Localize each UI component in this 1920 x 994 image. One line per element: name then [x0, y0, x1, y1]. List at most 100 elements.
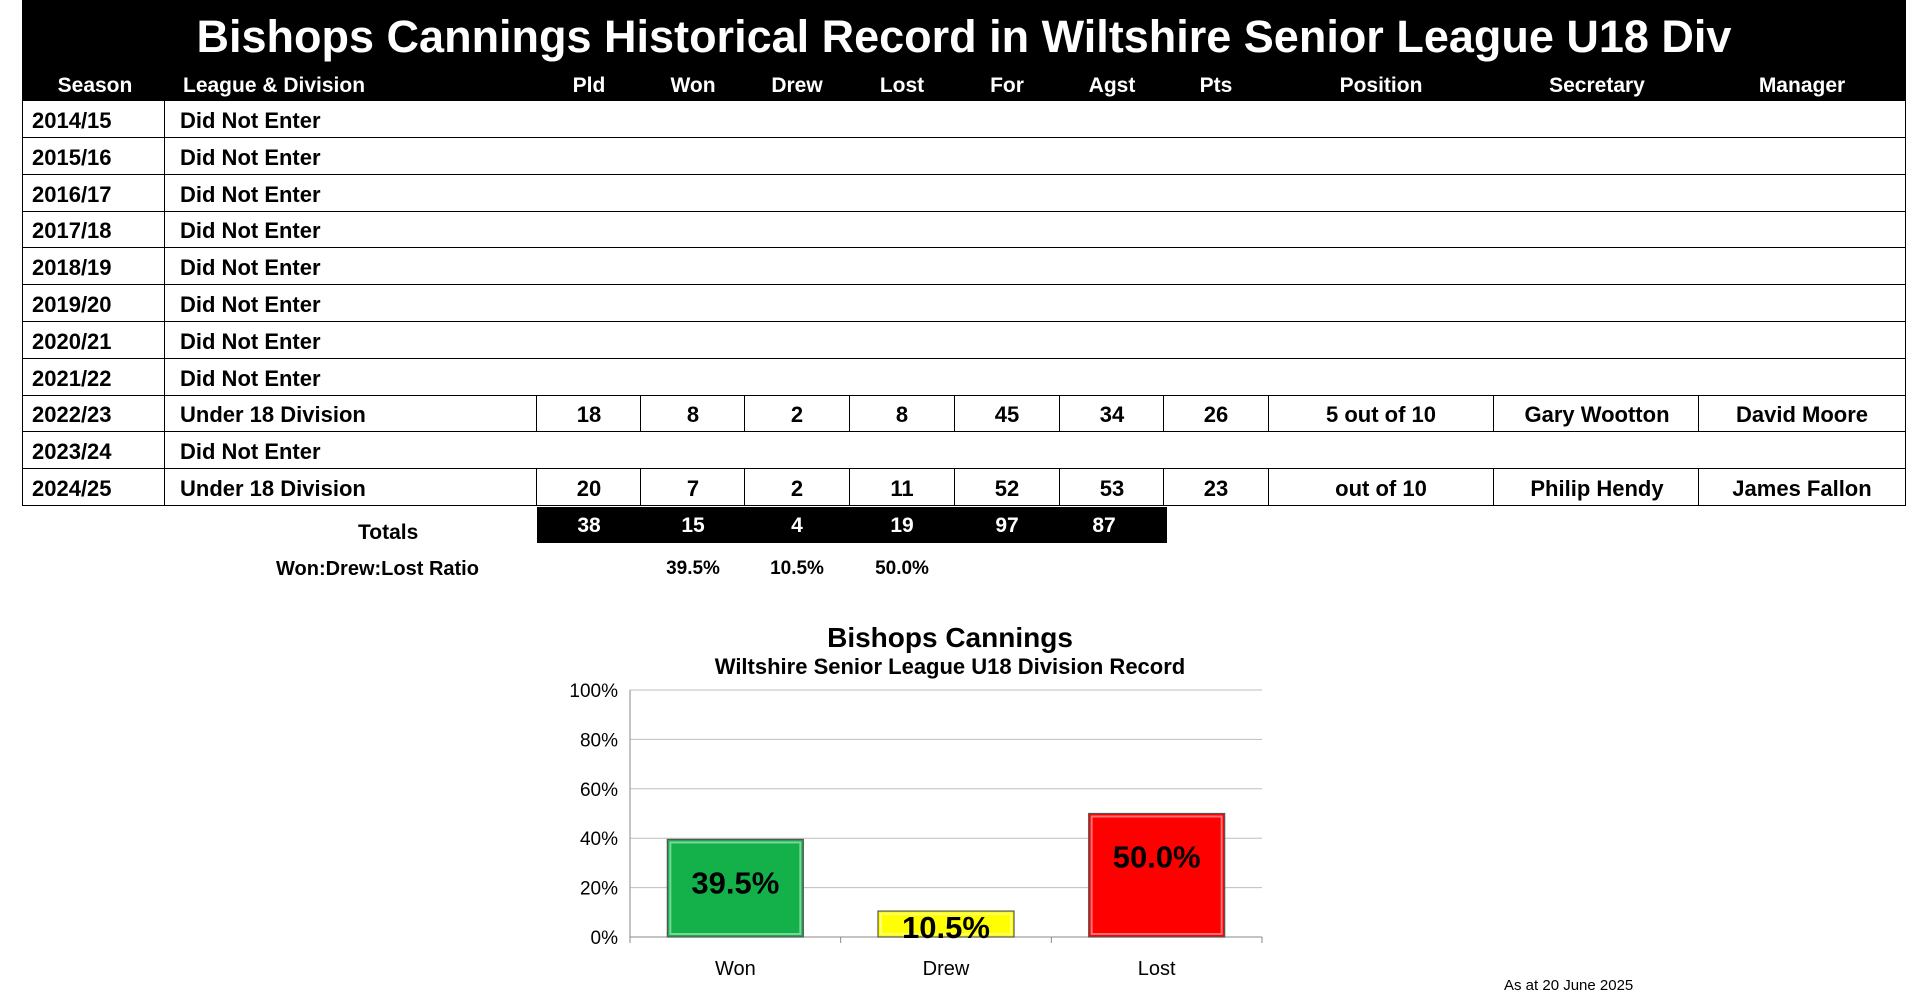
x-tick-label: Drew	[923, 958, 970, 980]
header-manager: Manager	[1758, 74, 1846, 97]
cell-divider	[1905, 432, 1906, 470]
cell-divider	[164, 248, 165, 286]
cell-divider	[1905, 321, 1906, 359]
cell-divider	[164, 174, 165, 212]
cell-divider	[22, 211, 23, 249]
cell-drew: 2	[790, 402, 804, 428]
ratio-won: 39.5%	[666, 558, 720, 579]
cell-agst: 34	[1099, 402, 1125, 428]
y-tick-label: 80%	[580, 730, 618, 751]
cell-season: 2021/22	[32, 365, 112, 391]
cell-divider	[22, 137, 23, 175]
cell-divider	[954, 469, 955, 506]
bar-bevel	[880, 913, 1012, 936]
cell-season: 2016/17	[32, 181, 112, 207]
cell-league: Under 18 Division	[180, 476, 366, 501]
cell-divider	[1059, 395, 1060, 433]
cell-divider	[22, 469, 23, 506]
header-season: Season	[57, 74, 133, 97]
header-drew: Drew	[771, 74, 823, 97]
cell-season: 2020/21	[32, 328, 112, 354]
cell-league: Did Not Enter	[180, 439, 321, 465]
cell-divider	[22, 395, 23, 433]
totals-for: 97	[995, 514, 1019, 537]
cell-league: Did Not Enter	[180, 144, 321, 170]
header-pts: Pts	[1199, 74, 1233, 97]
cell-divider	[1905, 101, 1906, 138]
cell-divider	[954, 395, 955, 433]
cell-divider	[640, 395, 641, 433]
totals-label: Totals	[358, 521, 419, 544]
cell-lost: 11	[890, 476, 914, 501]
y-tick-label: 0%	[591, 928, 619, 949]
bar-lost	[1088, 812, 1226, 938]
chart-title: Bishops Cannings	[827, 622, 1073, 653]
cell-position: out of 10	[1335, 476, 1427, 501]
table-row: 2015/16 Did Not Enter	[22, 137, 1906, 175]
header-position: Position	[1339, 74, 1423, 97]
cell-divider	[1905, 248, 1906, 286]
header-band: Bishops Cannings Historical Record in Wi…	[22, 0, 1906, 101]
ratio-drew: 10.5%	[770, 558, 824, 579]
cell-divider	[22, 432, 23, 470]
cell-pld: 20	[576, 476, 602, 501]
cell-season: 2024/25	[32, 476, 112, 501]
cell-won: 8	[686, 402, 700, 428]
chart-subtitle: Wiltshire Senior League U18 Division Rec…	[714, 654, 1186, 679]
ratio-label: Won:Drew:Lost Ratio	[276, 558, 479, 580]
totals-drew: 4	[791, 514, 803, 537]
cell-divider	[164, 321, 165, 359]
cell-divider	[22, 285, 23, 322]
data-label: 10.5%	[902, 910, 990, 945]
cell-divider	[1698, 395, 1699, 433]
cell-divider	[1698, 469, 1699, 506]
cell-divider	[164, 211, 165, 249]
bar-drew	[877, 910, 1015, 938]
cell-divider	[1905, 174, 1906, 212]
cell-secretary: Gary Wootton	[1524, 402, 1670, 428]
cell-divider	[164, 432, 165, 470]
cell-divider	[164, 395, 165, 433]
y-tick-label: 20%	[580, 879, 618, 900]
record-table: 2014/15 Did Not Enter 2015/16 Did Not Enter…	[22, 101, 1906, 506]
totals-agst: 87	[1092, 514, 1116, 537]
data-label: 50.0%	[1113, 840, 1201, 875]
bar-won	[666, 838, 804, 938]
totals-band	[537, 507, 1167, 543]
cell-for: 45	[994, 402, 1020, 428]
cell-league: Did Not Enter	[180, 255, 321, 281]
cell-divider	[1905, 395, 1906, 433]
page-title: Bishops Cannings Historical Record in Wi…	[196, 11, 1732, 62]
cell-league: Did Not Enter	[180, 181, 321, 207]
header-agst: Agst	[1088, 74, 1136, 97]
cell-pld: 18	[576, 402, 602, 428]
cell-divider	[1268, 395, 1269, 433]
table-row: 2018/19 Did Not Enter	[22, 248, 1906, 286]
cell-divider	[1905, 469, 1906, 506]
cell-divider	[1905, 137, 1906, 175]
cell-divider	[1493, 469, 1494, 506]
cell-season: 2014/15	[32, 108, 112, 133]
cell-divider	[1268, 469, 1269, 506]
results-bar-chart: 0% 20% 40% 60% 80% 100% 39.5% Won 10.5% Drew 50.0%…	[569, 681, 1263, 980]
cell-agst: 53	[1099, 476, 1125, 501]
cell-season: 2023/24	[32, 439, 112, 465]
header-won: Won	[670, 74, 716, 97]
cell-divider	[164, 101, 165, 138]
cell-divider	[164, 285, 165, 322]
cell-divider	[640, 469, 641, 506]
cell-lost: 8	[895, 402, 909, 428]
cell-season: 2019/20	[32, 292, 112, 317]
y-tick-label: 60%	[580, 780, 618, 801]
ratio-lost: 50.0%	[875, 558, 929, 579]
table-row: 2016/17 Did Not Enter	[22, 174, 1906, 212]
cell-position: 5 out of 10	[1325, 402, 1436, 428]
cell-divider	[1163, 395, 1164, 433]
table-row: 2024/25 Under 18 Division 20 7 2 11 52 53 23 out …	[22, 469, 1906, 506]
cell-divider	[1493, 395, 1494, 433]
header-lost: Lost	[879, 74, 925, 97]
cell-manager: James Fallon	[1732, 476, 1872, 501]
x-tick-label: Lost	[1138, 958, 1176, 980]
cell-league: Did Not Enter	[180, 328, 321, 354]
totals-won: 15	[681, 514, 705, 537]
